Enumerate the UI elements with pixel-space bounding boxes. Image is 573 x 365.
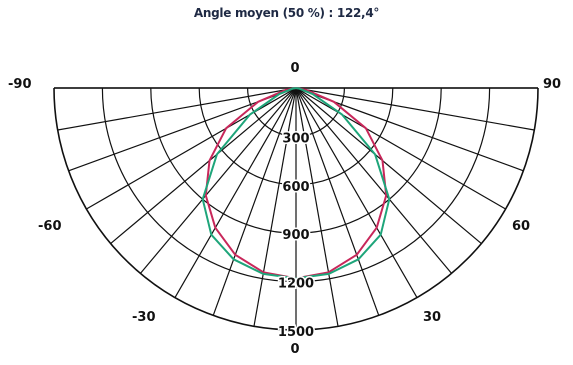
radial-tick-label: 1200	[278, 277, 314, 292]
grid-spoke	[212, 87, 297, 316]
series-layer	[201, 87, 391, 280]
angle-label-right-low: 30	[423, 310, 441, 325]
grid-spoke	[295, 87, 418, 298]
grid-spoke	[110, 87, 297, 245]
grid-spoke	[295, 87, 535, 131]
angle-label-right-top: 90	[543, 77, 561, 92]
radial-tick-label: 600	[282, 180, 309, 195]
grid-spoke	[253, 87, 297, 327]
series-line	[201, 87, 391, 280]
radial-tick-label: 900	[282, 228, 309, 243]
grid-spoke	[295, 87, 453, 274]
angle-label-left-top: -90	[8, 77, 32, 92]
grid-spoke	[295, 87, 506, 210]
grid-spoke	[295, 87, 339, 327]
grid-layer	[53, 87, 539, 331]
grid-spoke	[295, 87, 482, 245]
radial-tick-label: 300	[282, 131, 309, 146]
grid-spoke	[139, 87, 297, 274]
angle-label-top-center: 0	[290, 61, 299, 76]
angle-label-bottom-center: 0	[290, 342, 299, 357]
grid-spoke	[86, 87, 297, 210]
chart-title: Angle moyen (50 %) : 122,4°	[193, 6, 380, 20]
angle-label-left-low: -30	[132, 310, 156, 325]
grid-spoke	[174, 87, 297, 298]
label-layer: -90 90 -60 60 -30 30 0 0 300 600 900 1200 15…	[8, 61, 561, 357]
angle-label-right-mid: 60	[512, 219, 530, 234]
grid-spoke	[57, 87, 297, 131]
radial-tick-label: 1500	[278, 325, 314, 340]
grid-spoke	[295, 87, 380, 316]
angle-label-left-mid: -60	[38, 219, 62, 234]
